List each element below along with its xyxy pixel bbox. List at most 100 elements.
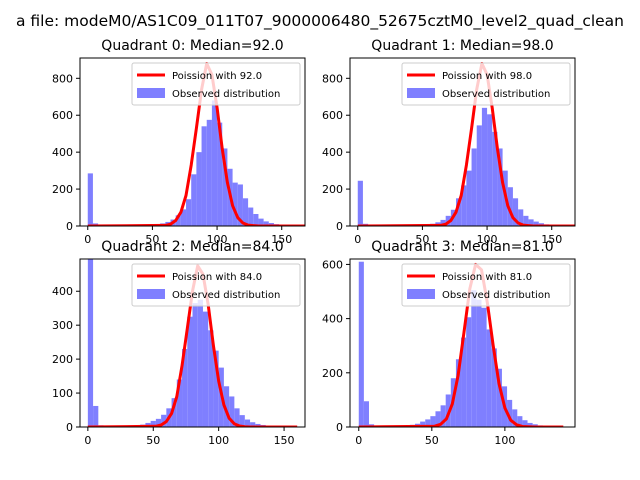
legend-observed-label: Observed distribution (442, 89, 550, 100)
histogram-bar (196, 152, 202, 226)
histogram-bar (471, 148, 477, 226)
y-tick-label: 200 (52, 353, 73, 366)
legend: Poission with 81.0 Observed distribution (401, 263, 571, 307)
histogram-bar (522, 420, 528, 427)
figure-suptitle: a file: modeM0/AS1C09_011T07_9000006480_… (16, 12, 624, 31)
histogram-bar (208, 330, 214, 427)
histogram-bar (222, 148, 228, 226)
histogram-bar (476, 299, 482, 427)
histogram-bar (187, 316, 193, 427)
histogram-bar (171, 398, 177, 427)
histogram-bar (253, 214, 259, 226)
x-tick-label: 100 (494, 434, 515, 447)
x-tick-label: 50 (425, 434, 439, 447)
legend-observed-label: Observed distribution (172, 290, 280, 301)
x-tick-label: 150 (274, 434, 295, 447)
histogram-bar (512, 409, 518, 427)
x-tick-label: 50 (146, 434, 160, 447)
histogram-bar (481, 107, 488, 226)
histogram-bar (258, 218, 264, 226)
y-tick-label: 200 (52, 183, 73, 196)
histogram-bar (507, 187, 513, 226)
legend-poisson-label: Poission with 92.0 (172, 71, 262, 82)
histogram-bar (358, 261, 364, 427)
legend-box (131, 263, 301, 307)
legend-poisson-label: Poission with 84.0 (172, 272, 262, 283)
x-tick-label: 0 (84, 434, 91, 447)
histogram-bar (533, 221, 539, 226)
y-tick-label: 100 (52, 387, 73, 400)
histogram-bar (430, 416, 436, 427)
histogram-bar (486, 329, 492, 427)
histogram-bar (523, 215, 529, 226)
y-tick-label: 400 (322, 146, 343, 159)
histogram-bar (213, 350, 219, 427)
legend-observed-swatch (137, 88, 165, 98)
histogram-bar (182, 348, 188, 427)
subplot-quadrant-2: 0 50 100 150 0 100 200 300 400 Quadrant 2: Median… (52, 239, 306, 447)
histogram-bar (496, 368, 502, 427)
legend: Poission with 98.0 Observed distribution (401, 62, 571, 106)
subplot-quadrant-0: 0 50 100 150 0 200 400 600 800 Quadrant 0: Median… (52, 38, 306, 246)
y-tick-label: 200 (322, 183, 343, 196)
histogram-bar (440, 405, 446, 427)
histogram-bar (223, 386, 230, 427)
histogram-bar (255, 423, 261, 427)
histogram-bar (435, 411, 441, 427)
histogram-bar (528, 219, 534, 226)
legend: Poission with 92.0 Observed distribution (131, 62, 301, 106)
legend-box (131, 62, 301, 106)
x-tick-label: 100 (207, 233, 228, 246)
y-tick-label: 0 (66, 220, 73, 233)
histogram-bar (461, 185, 467, 226)
axes-frame (79, 258, 306, 428)
y-tick-label: 0 (336, 421, 343, 434)
histogram-bar (456, 198, 462, 226)
y-tick-label: 600 (52, 109, 73, 122)
y-tick-label: 200 (322, 367, 343, 380)
legend-box (401, 263, 571, 307)
subplot-title: Quadrant 0: Median=92.0 (101, 38, 283, 54)
legend-poisson-label: Poission with 81.0 (442, 272, 532, 283)
y-tick-label: 400 (322, 313, 343, 326)
legend: Poission with 84.0 Observed distribution (131, 263, 301, 307)
x-tick-label: 0 (355, 434, 362, 447)
histogram-bar (217, 122, 223, 226)
histogram-bar (191, 174, 197, 226)
histogram-bar (87, 173, 93, 226)
subplots-group: 0 50 100 150 0 200 400 600 800 Quadrant 0: Median… (52, 38, 576, 447)
y-tick-label: 800 (52, 72, 73, 85)
histogram-bar (263, 221, 269, 226)
histogram-bar (250, 422, 256, 427)
histogram-bar (192, 303, 198, 427)
x-tick-label: 100 (477, 233, 498, 246)
subplot-title: Quadrant 1: Median=98.0 (371, 38, 553, 54)
histogram-bar (455, 359, 462, 427)
histogram-bar (476, 125, 482, 226)
histogram-bar (211, 100, 218, 226)
legend-box (401, 62, 571, 106)
histogram-bar (517, 416, 523, 427)
histogram-bar (197, 299, 203, 427)
histogram-bar (461, 337, 467, 427)
histogram-bar (518, 209, 524, 226)
histogram-bar (229, 396, 235, 427)
histogram-bar (239, 415, 245, 427)
subplot-title: Quadrant 2: Median=84.0 (101, 239, 283, 255)
histogram-bar (492, 131, 498, 226)
histogram-bar (150, 420, 156, 427)
legend-observed-swatch (137, 289, 165, 299)
histogram-bar (512, 198, 519, 226)
histogram-bar (180, 209, 187, 226)
y-tick-label: 400 (52, 146, 73, 159)
histogram-bar (186, 199, 192, 226)
y-tick-label: 300 (52, 319, 73, 332)
histogram-bar (155, 418, 162, 427)
histogram-bar (161, 414, 167, 427)
histogram-bar (234, 408, 240, 427)
subplot-quadrant-3: 0 50 100 0 200 400 600 Quadrant 3: Median=81.0 P… (322, 239, 576, 447)
histogram-bar (527, 422, 533, 427)
histogram-bar (248, 207, 254, 226)
